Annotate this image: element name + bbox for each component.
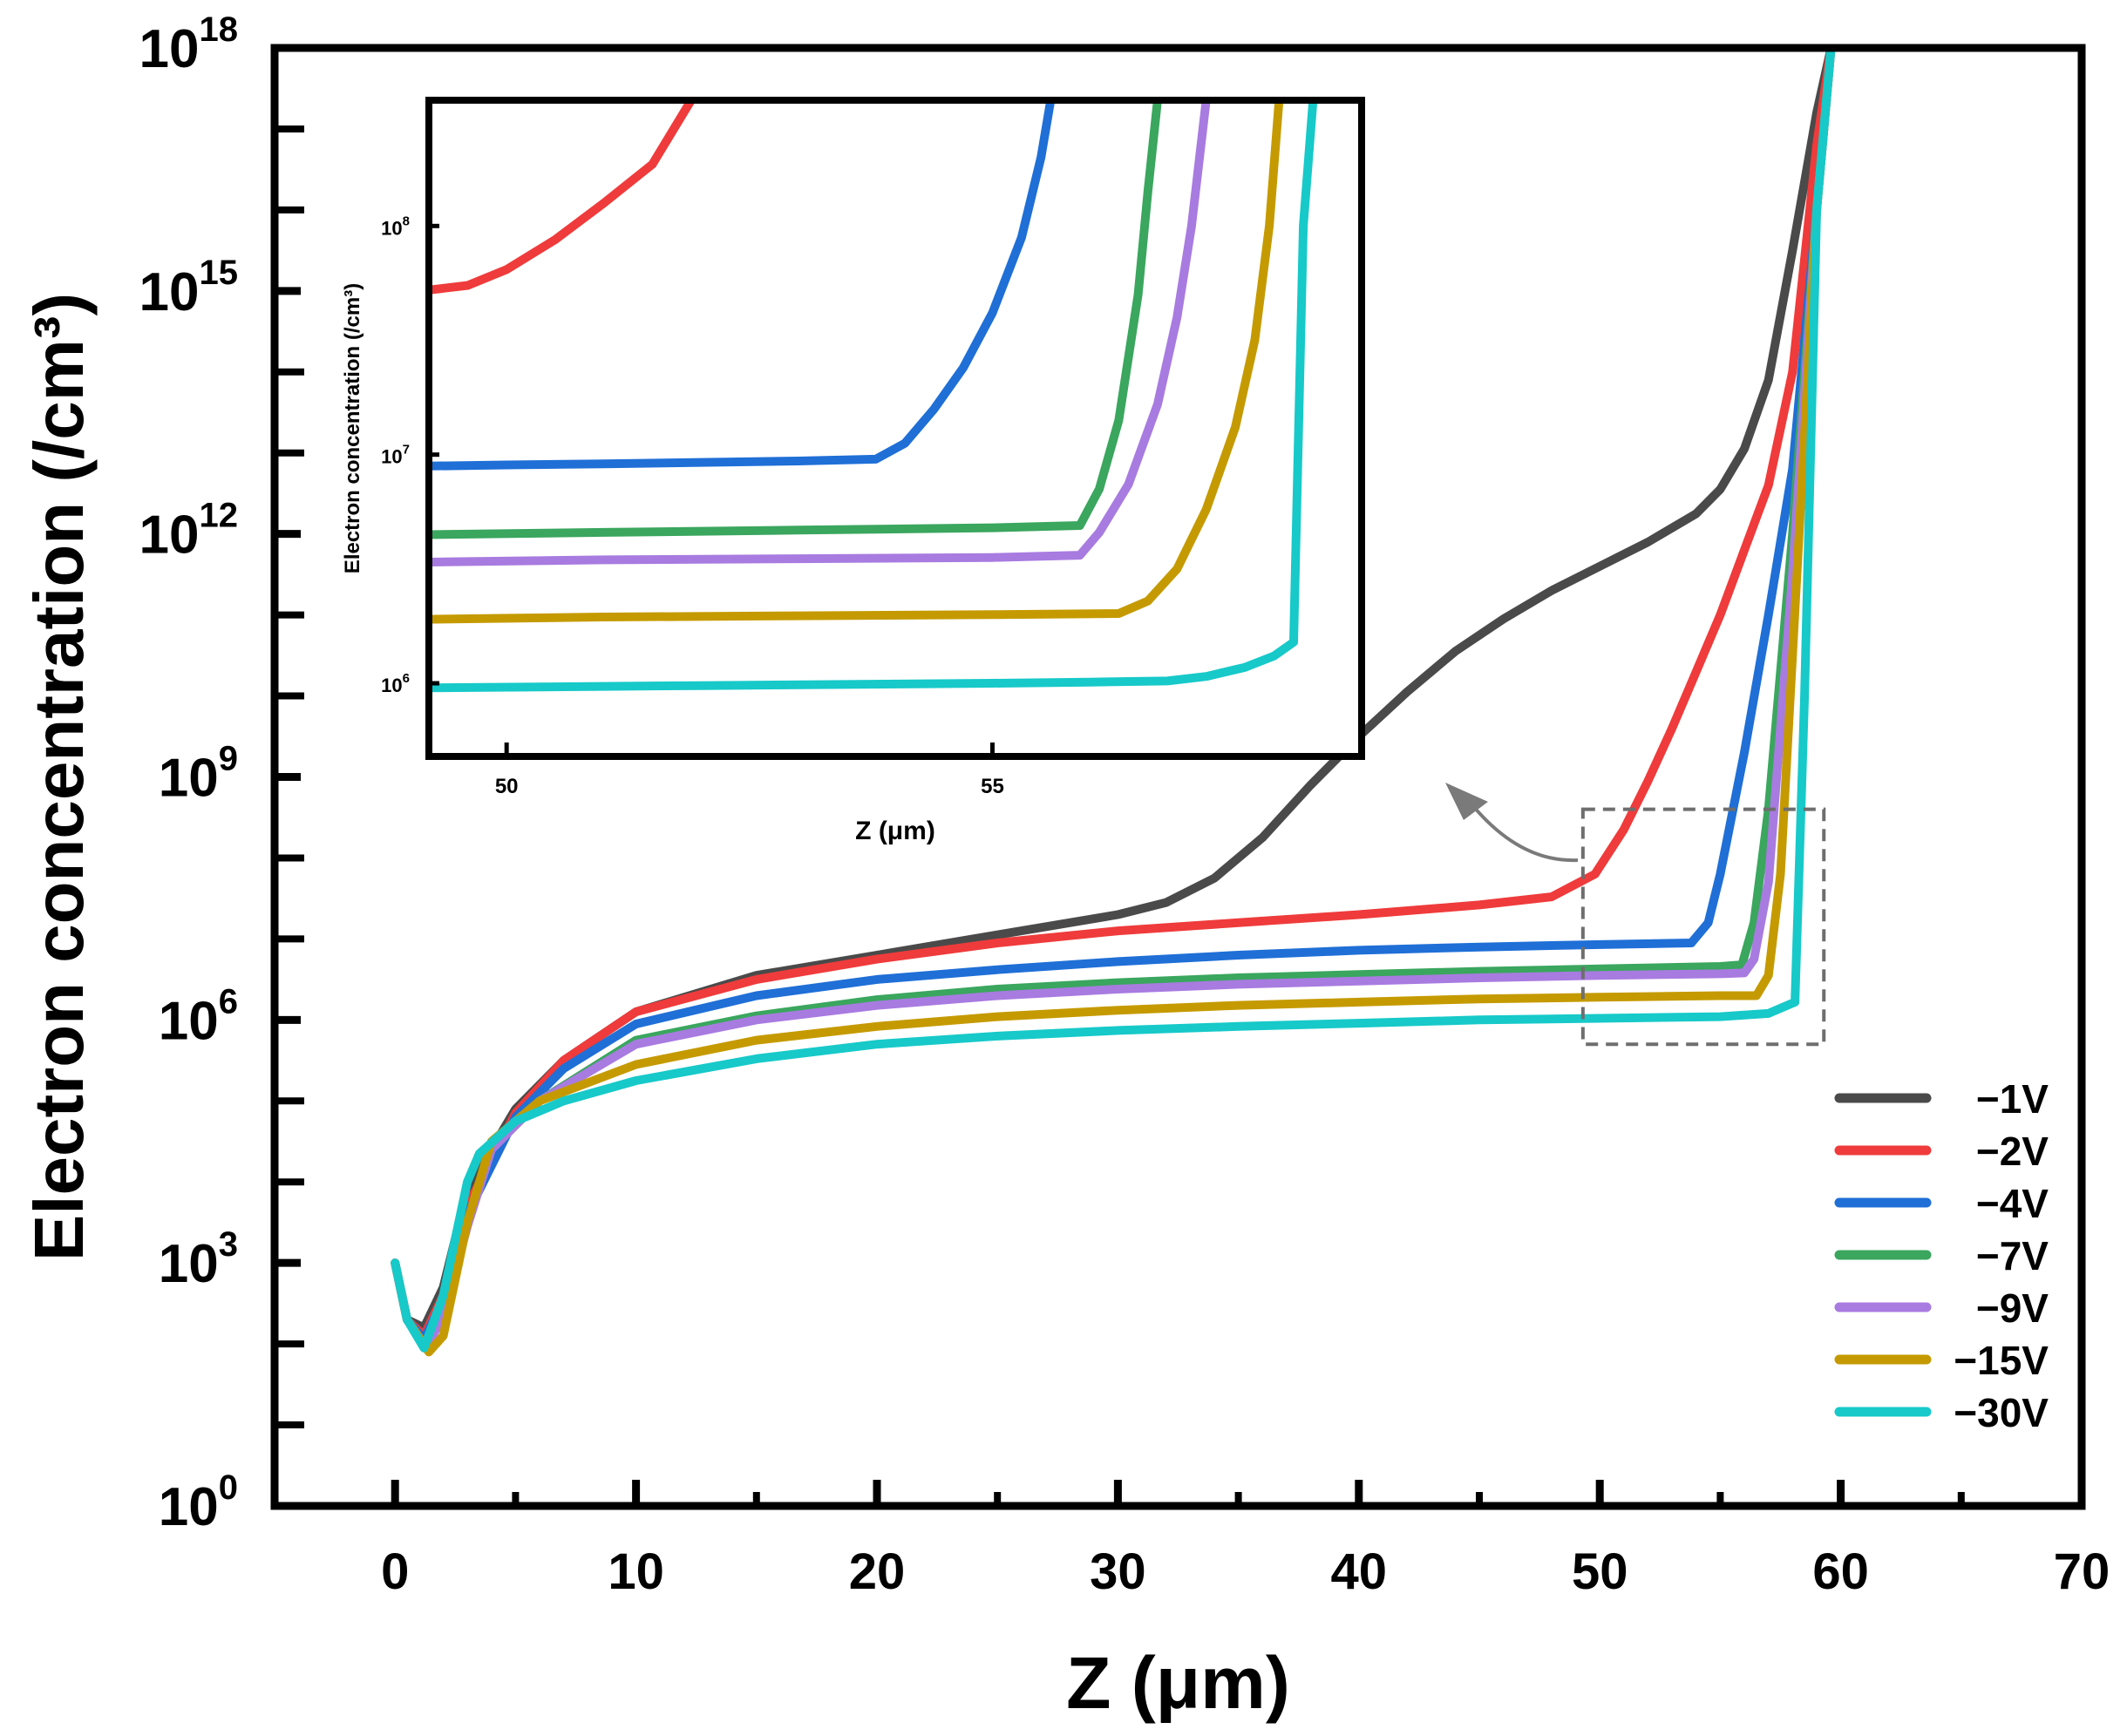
- inset-y-tick-exp-2: 8: [403, 214, 410, 228]
- y-tick-base-1: 10: [159, 1234, 219, 1294]
- legend-label-4: −9V: [1976, 1285, 2049, 1331]
- inset-series-group: [429, 100, 1318, 693]
- y-tick-label-1: 103: [159, 1225, 238, 1294]
- legend-label-5: −15V: [1954, 1338, 2049, 1383]
- inset-series-line-3: [429, 100, 1211, 566]
- inset-y-axis-label: Electron concentration (/cm³): [341, 283, 364, 573]
- x-tick-label-6: 60: [1812, 1543, 1869, 1600]
- zoom-arrow-head: [1445, 783, 1488, 820]
- y-tick-base-6: 10: [139, 19, 200, 79]
- y-tick-label-6: 1018: [139, 10, 238, 79]
- inset-y-tick-base-1: 10: [381, 446, 402, 468]
- legend-label-0: −1V: [1976, 1076, 2049, 1122]
- x-tick-label-7: 70: [2054, 1543, 2110, 1600]
- inset-series-line-5: [429, 100, 1318, 693]
- legend-label-3: −7V: [1976, 1233, 2049, 1278]
- y-tick-base-5: 10: [139, 262, 200, 322]
- y-tick-base-4: 10: [139, 505, 200, 566]
- y-tick-exp-6: 18: [200, 10, 239, 49]
- inset-y-tick-exp-1: 7: [403, 443, 410, 458]
- series-line-5: [391, 48, 1836, 1357]
- y-tick-exp-1: 3: [219, 1225, 238, 1264]
- zoom-arrow: [1471, 804, 1579, 863]
- zoom-box: [1580, 807, 1826, 1047]
- y-tick-exp-3: 9: [219, 740, 238, 778]
- inset-frame: [425, 97, 1365, 760]
- y-tick-exp-0: 0: [219, 1468, 238, 1507]
- y-tick-label-3: 109: [159, 740, 238, 809]
- y-tick-label-4: 1012: [139, 497, 238, 566]
- y-tick-base-2: 10: [159, 991, 219, 1051]
- x-tick-label-3: 30: [1090, 1543, 1146, 1600]
- inset-series-line-0: [429, 100, 696, 295]
- y-tick-exp-2: 6: [219, 982, 238, 1021]
- inset-x-tick-label-0: 50: [495, 775, 519, 798]
- y-tick-base-0: 10: [159, 1477, 219, 1537]
- inset-x-tick-label-1: 55: [981, 775, 1004, 798]
- x-tick-label-4: 40: [1331, 1543, 1388, 1600]
- legend-label-6: −30V: [1954, 1390, 2049, 1435]
- y-tick-label-0: 100: [159, 1468, 238, 1537]
- inset-y-tick-exp-0: 6: [403, 671, 410, 686]
- main-plot: 0 10 20 30 40 50 60 70100103106109101210151018Z…: [20, 10, 2110, 1724]
- y-tick-label-2: 106: [159, 982, 238, 1051]
- inset-x-axis-label: Z (μm): [855, 817, 935, 845]
- inset-series-line-1: [429, 100, 1056, 471]
- inset-background: [429, 100, 1362, 756]
- legend-label-1: −2V: [1976, 1129, 2049, 1174]
- main-series-group: [391, 48, 1836, 1357]
- x-tick-label-0: 0: [381, 1543, 409, 1600]
- inset-y-tick-label-0: 106: [381, 671, 410, 696]
- y-tick-label-5: 1015: [139, 254, 238, 322]
- inset-series-line-4: [429, 100, 1284, 624]
- legend-label-2: −4V: [1976, 1181, 2049, 1226]
- y-tick-exp-4: 12: [200, 497, 239, 535]
- inset-y-tick-label-2: 108: [381, 214, 410, 239]
- y-tick-base-3: 10: [159, 749, 219, 809]
- x-tick-label-2: 20: [849, 1543, 906, 1600]
- series-line-6: [391, 48, 1836, 1353]
- inset-y-tick-base-0: 10: [381, 675, 402, 696]
- x-tick-label-5: 50: [1572, 1543, 1628, 1600]
- inset-y-tick-base-2: 10: [381, 217, 402, 239]
- y-axis-label: Electron concentration (/cm³): [20, 293, 98, 1261]
- legend: −1V −2V −4V −7V −9V −15V −30V: [1834, 1076, 2049, 1435]
- x-tick-label-1: 10: [608, 1543, 664, 1600]
- x-axis-label: Z (μm): [1066, 1642, 1290, 1724]
- y-tick-exp-5: 15: [200, 254, 239, 292]
- inset-series-line-2: [429, 100, 1162, 539]
- inset-y-tick-label-1: 107: [381, 443, 410, 468]
